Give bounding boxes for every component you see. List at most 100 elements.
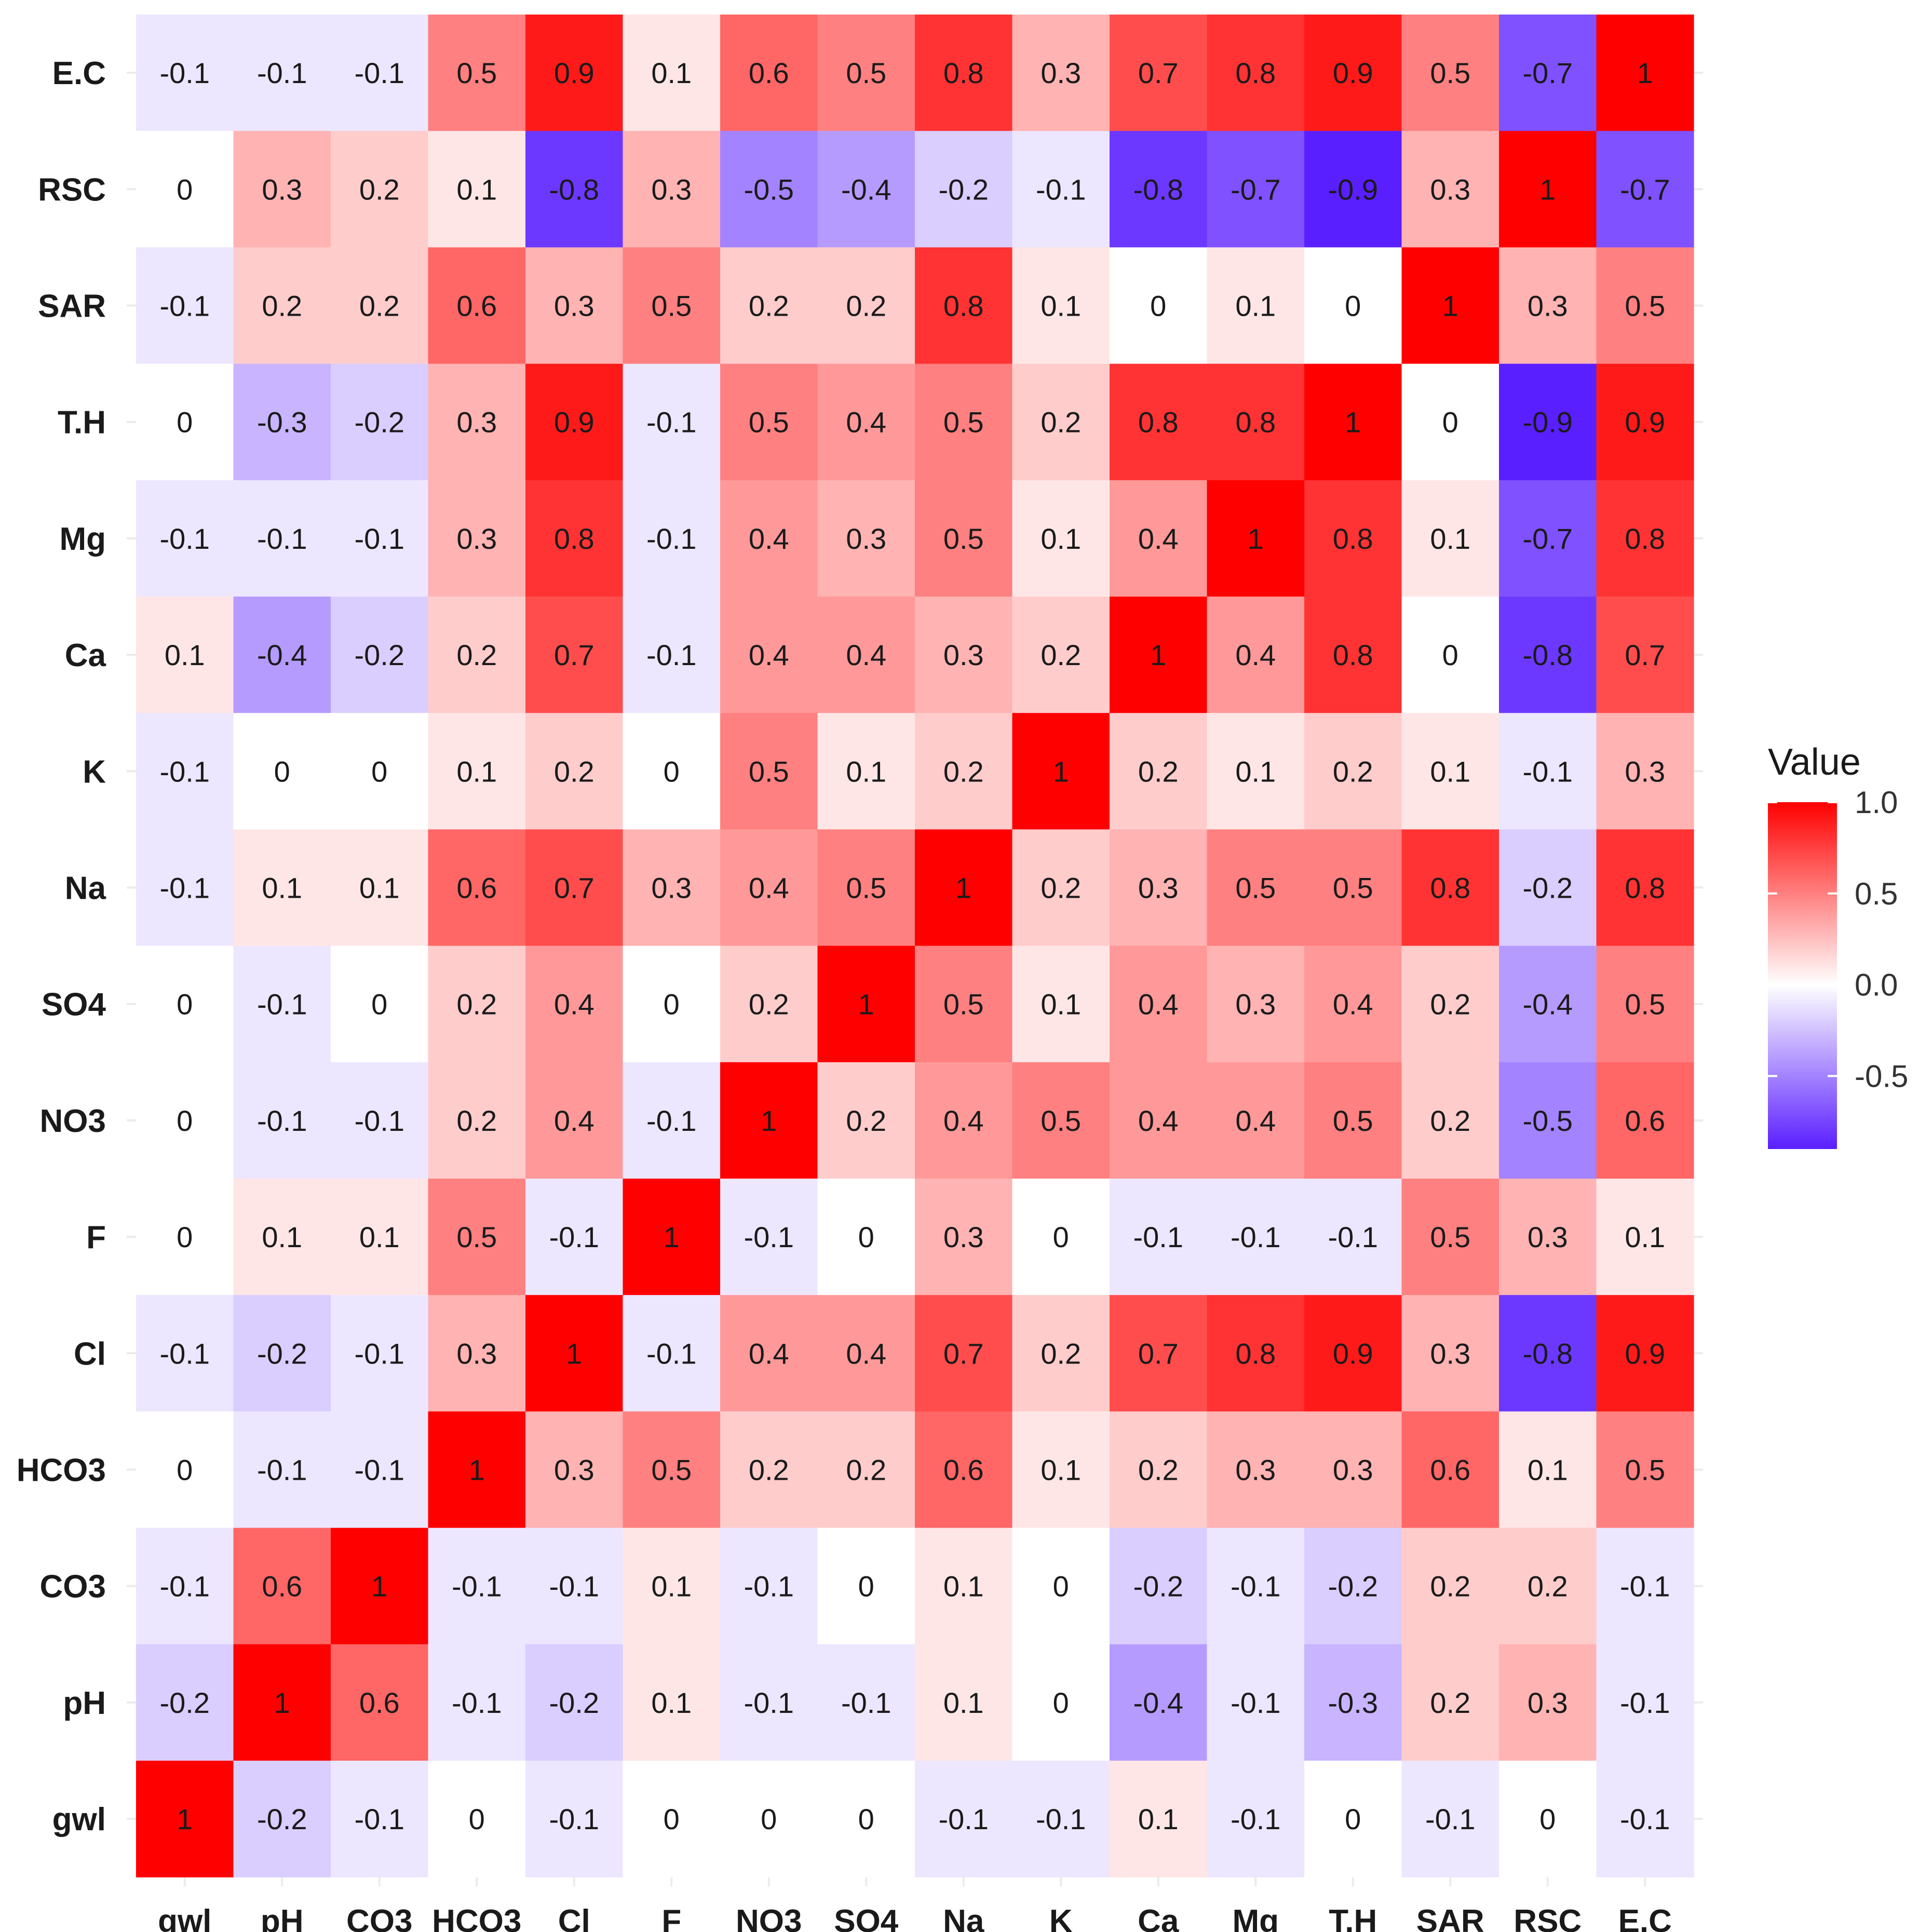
cell-value-label: 0.8 (1625, 872, 1665, 904)
legend-title: Value (1768, 741, 1861, 783)
heatmap-cell-SAR-T.H (1304, 247, 1402, 364)
heatmap-cell-gwl-Na (915, 1761, 1013, 1877)
cell-value-label: -0.3 (1328, 1686, 1379, 1719)
cell-value-label: 0.1 (165, 639, 205, 671)
heatmap-cell-F-Mg (1207, 1179, 1305, 1295)
cell-value-label: 1 (1053, 755, 1069, 788)
heatmap-cell-Ca-NO3 (720, 597, 818, 713)
legend-tick-label: 1.0 (1855, 785, 1898, 820)
cell-value-label: 0.1 (1235, 290, 1276, 322)
heatmap-cell-SAR-F (623, 247, 721, 364)
cell-value-label: 0 (858, 1570, 874, 1603)
heatmap-cell-Mg-T.H (1304, 480, 1402, 597)
x-tick-label: T.H (1329, 1903, 1377, 1932)
heatmap-cell-CO3-pH (233, 1528, 331, 1645)
cell-value-label: 0.1 (651, 1686, 692, 1719)
heatmap-cell-E.C-SAR (1401, 15, 1499, 131)
heatmap-cell-Mg-HCO3 (428, 480, 526, 597)
cell-value-label: 0.2 (1138, 755, 1179, 788)
y-tick-label: CO3 (40, 1569, 106, 1605)
cell-value-label: 0.8 (1235, 1337, 1276, 1370)
heatmap-cell-F-pH (233, 1179, 331, 1295)
heatmap-cell-pH-SAR (1401, 1644, 1499, 1761)
cell-value-label: 0.4 (846, 639, 886, 671)
heatmap-cell-Ca-gwl (136, 597, 234, 713)
cell-value-label: -0.7 (1620, 173, 1670, 206)
heatmap-cell-RSC-pH (233, 131, 331, 248)
cell-value-label: 0.3 (456, 522, 497, 555)
heatmap-cell-SO4-K (1012, 945, 1110, 1063)
heatmap-cell-SAR-Mg (1207, 247, 1305, 364)
heatmap-cell-RSC-Ca (1110, 131, 1208, 248)
cell-value-label: 0.3 (1235, 1454, 1276, 1487)
heatmap-cell-K-F (623, 713, 721, 830)
heatmap-cell-K-pH (233, 713, 331, 830)
heatmap-cell-Ca-SAR (1401, 597, 1499, 713)
cell-value-label: 0.6 (359, 1686, 400, 1719)
cell-value-label: 0.1 (943, 1570, 984, 1603)
heatmap-cell-pH-RSC (1499, 1644, 1597, 1761)
cell-value-label: -0.2 (257, 1337, 307, 1370)
cell-value-label: 0.1 (1430, 522, 1470, 555)
cell-value-label: -0.2 (355, 639, 405, 671)
heatmap-cell-SO4-F (623, 945, 721, 1063)
heatmap-cell-SAR-RSC (1499, 247, 1597, 364)
cell-value-label: 0.4 (1235, 1104, 1276, 1137)
cell-value-label: 0 (1150, 290, 1166, 322)
heatmap-cell-gwl-F (623, 1761, 721, 1877)
cell-value-label: 1 (177, 1803, 193, 1835)
heatmap-cell-HCO3-SAR (1401, 1411, 1499, 1529)
cell-value-label: 0.2 (456, 1104, 497, 1137)
cell-value-label: -0.7 (1523, 522, 1573, 555)
cell-value-label: 1 (371, 1570, 387, 1603)
heatmap-cell-Mg-SO4 (817, 480, 915, 597)
cell-value-label: 0.1 (1138, 1803, 1179, 1835)
heatmap-cell-Mg-Ca (1110, 480, 1208, 597)
cell-value-label: 0.1 (943, 1686, 984, 1719)
cell-value-label: 0.5 (1430, 1221, 1470, 1253)
cell-value-label: 0.5 (1235, 872, 1276, 904)
cell-value-label: -0.4 (1523, 988, 1573, 1021)
heatmap-cell-E.C-Na (915, 15, 1013, 131)
heatmap-cell-CO3-K (1012, 1528, 1110, 1645)
heatmap-cell-Cl-RSC (1499, 1295, 1597, 1412)
heatmap-cell-F-T.H (1304, 1179, 1402, 1295)
x-tick-label: Mg (1232, 1903, 1279, 1932)
cell-value-label: -0.1 (160, 57, 210, 89)
heatmap-cell-T.H-HCO3 (428, 363, 526, 481)
heatmap-cell-T.H-SO4 (817, 363, 915, 481)
cell-value-label: 0 (371, 755, 387, 788)
y-tick-label: gwl (52, 1802, 106, 1838)
heatmap-cell-Ca-RSC (1499, 597, 1597, 713)
heatmap-cell-E.C-K (1012, 15, 1110, 131)
heatmap-cell-Cl-NO3 (720, 1295, 818, 1412)
heatmap-cell-K-NO3 (720, 713, 818, 830)
cell-value-label: 0.7 (943, 1337, 984, 1370)
heatmap-cell-E.C-T.H (1304, 15, 1402, 131)
cell-value-label: 0.8 (1430, 872, 1470, 904)
heatmap-cell-SO4-HCO3 (428, 945, 526, 1063)
cell-value-label: 0 (1053, 1686, 1069, 1719)
heatmap-cell-K-Ca (1110, 713, 1208, 830)
cell-value-label: 1 (858, 988, 874, 1021)
cell-value-label: 0.1 (1041, 988, 1081, 1021)
heatmap-cell-pH-Cl (525, 1644, 624, 1761)
cell-value-label: -0.1 (257, 1104, 307, 1137)
heatmap-cell-T.H-Cl (525, 363, 624, 481)
cell-value-label: 0.8 (1333, 522, 1373, 555)
cell-value-label: 1 (469, 1454, 485, 1487)
cell-value-label: -0.2 (1133, 1570, 1184, 1603)
y-tick-label: Mg (59, 521, 106, 557)
cell-value-label: 0.5 (943, 988, 984, 1021)
heatmap-cell-CO3-CO3 (331, 1528, 429, 1645)
heatmap-cell-K-Na (915, 713, 1013, 830)
x-tick-label: pH (261, 1903, 304, 1932)
cell-value-label: 0.5 (1041, 1104, 1081, 1137)
cell-value-label: -0.1 (549, 1221, 600, 1253)
heatmap-cell-T.H-SAR (1401, 363, 1499, 481)
cell-value-label: -0.1 (257, 57, 307, 89)
cell-value-label: -0.1 (257, 522, 307, 555)
cell-value-label: 0.3 (1625, 755, 1665, 788)
cell-value-label: 0.2 (1333, 755, 1373, 788)
heatmap-cell-pH-T.H (1304, 1644, 1402, 1761)
